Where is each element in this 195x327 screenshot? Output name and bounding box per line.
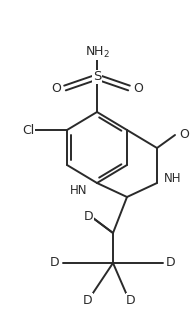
Text: S: S <box>93 71 101 83</box>
Text: D: D <box>50 256 60 269</box>
Text: O: O <box>179 128 189 141</box>
Text: NH$_2$: NH$_2$ <box>84 44 109 60</box>
Text: NH: NH <box>164 171 182 184</box>
Text: O: O <box>51 81 61 95</box>
Text: D: D <box>126 294 136 306</box>
Text: HN: HN <box>69 184 87 198</box>
Text: D: D <box>166 256 176 269</box>
Text: D: D <box>83 294 93 306</box>
Text: Cl: Cl <box>22 125 34 137</box>
Text: D: D <box>84 210 94 222</box>
Text: O: O <box>133 81 143 95</box>
